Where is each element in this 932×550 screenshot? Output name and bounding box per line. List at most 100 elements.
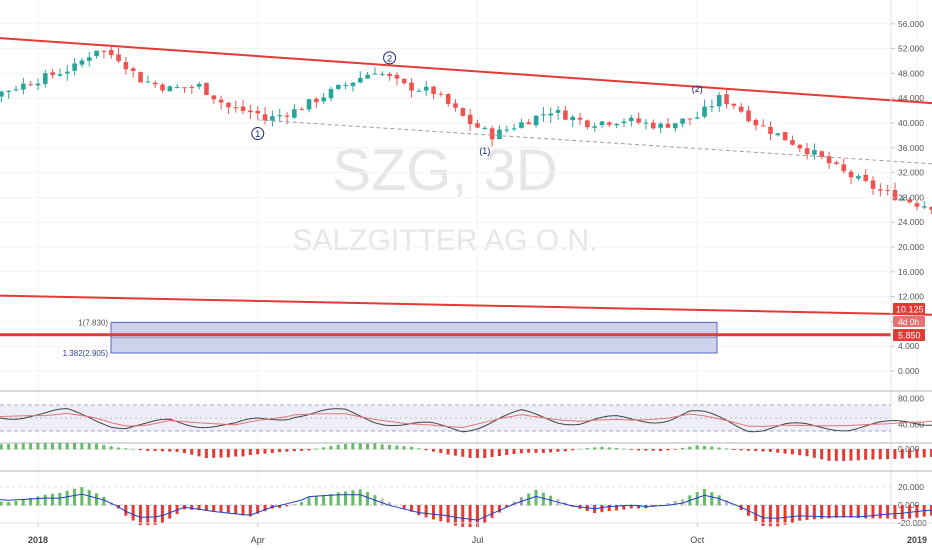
hist-bar [219, 449, 223, 458]
hist-bar [300, 449, 304, 451]
hist-bar [51, 443, 55, 450]
price-axis[interactable]: 56.000 52.000 48.000 44.000 40.000 36.000 32.0… [890, 0, 924, 523]
candle-body [306, 99, 312, 110]
osc-bar [446, 505, 450, 524]
candle-body [929, 207, 932, 210]
osc-bar [812, 505, 816, 520]
candle-body [138, 72, 143, 83]
candle-body [694, 117, 700, 119]
hist-bar [73, 443, 77, 450]
hist-bar [622, 448, 626, 450]
time-axis[interactable]: 2018AprJulOct2019AprJulOct2020AprJulOct [0, 522, 932, 545]
candle-body [753, 119, 759, 126]
candle-body [555, 110, 561, 113]
candle-body [21, 83, 26, 90]
candle-body [101, 50, 107, 52]
candle-body [746, 110, 751, 122]
hist-bar [366, 443, 370, 450]
hist-bar [160, 449, 164, 452]
osc-bar [856, 505, 860, 519]
hist-bar [930, 449, 932, 457]
osc-bar [461, 505, 465, 527]
hist-bar [109, 446, 113, 450]
candle-body [372, 73, 378, 75]
candle-body [65, 71, 70, 74]
candle-body [519, 122, 524, 128]
osc-bar [219, 505, 223, 512]
hist-bar [805, 449, 809, 457]
osc-bar [344, 491, 348, 506]
osc-bar [351, 490, 355, 506]
candle-body [570, 116, 576, 121]
rsi-pane[interactable]: 80.000 40.000 [0, 390, 932, 433]
fib-label-bottom: 1.382(2.905) [63, 349, 109, 358]
current-price: 10.125 [896, 305, 924, 315]
osc-bar [490, 505, 494, 518]
hist-bar [505, 449, 509, 456]
hist-bar [292, 449, 296, 452]
candle-body [233, 107, 239, 109]
hist-bar [439, 449, 443, 454]
candle-body [563, 110, 568, 120]
histogram-pane[interactable]: 0.000 [0, 442, 932, 462]
candle-body [621, 121, 627, 124]
osc-bar [366, 492, 370, 506]
fib-extension-box[interactable]: 1(7.830) 1.382(2.905) [63, 318, 718, 358]
hist-bar [256, 449, 260, 455]
candle-body [431, 86, 436, 94]
candle-body [716, 95, 722, 107]
candle-body [123, 62, 129, 70]
hist-bar [336, 444, 340, 450]
candle-body [350, 82, 356, 87]
hist-bar [761, 449, 765, 452]
osc-bar [212, 505, 216, 512]
candle-body [152, 82, 158, 85]
watermark-name: SALZGITTER AG O.N. [292, 224, 597, 257]
hist-bar [673, 449, 677, 450]
hist-bar [739, 449, 743, 451]
trendlines[interactable] [0, 33, 932, 350]
candle-body [409, 82, 414, 91]
hist-bar [124, 448, 128, 450]
osc-bar [300, 501, 304, 506]
candle-body [204, 82, 209, 95]
hist-bar [424, 449, 428, 451]
osc-bar [783, 505, 787, 525]
candle-body [328, 89, 334, 99]
osc-bar [827, 505, 831, 519]
hist-bar [212, 449, 216, 458]
rsi-tick-label: 40.000 [898, 420, 924, 430]
price-tick-label: 56.000 [898, 19, 924, 29]
wave-label: 2 [387, 53, 392, 63]
watermark: SZG, 3D SALZGITTER AG O.N. [292, 138, 597, 257]
candle-body [614, 123, 619, 126]
candle-body [379, 73, 385, 75]
hist-bar [468, 449, 472, 458]
candle-body [387, 73, 392, 77]
hist-bar [402, 446, 406, 450]
candle-body [174, 87, 180, 89]
hist-bar [461, 449, 465, 457]
price-tick-label: 0.000 [898, 366, 920, 376]
candle-body [401, 78, 407, 84]
osc-bar [285, 505, 289, 507]
osc-bar [109, 502, 113, 506]
candle-body [856, 176, 861, 179]
osc-bar [834, 505, 838, 518]
candle-body [819, 151, 825, 157]
osc-bar [761, 505, 765, 526]
osc-bar [534, 489, 538, 506]
candle-body [336, 84, 341, 89]
osc-bar [607, 505, 611, 512]
candle-body [724, 94, 729, 105]
hist-bar [322, 447, 326, 450]
candle-body [0, 91, 4, 97]
hist-bar [285, 449, 289, 452]
hist-bar [65, 443, 69, 450]
hist-bar [834, 449, 838, 461]
osc-bar [146, 505, 150, 526]
time-tick-label: 2018 [28, 535, 48, 545]
hist-bar [768, 449, 772, 452]
price-tick-label: 36.000 [898, 143, 924, 153]
